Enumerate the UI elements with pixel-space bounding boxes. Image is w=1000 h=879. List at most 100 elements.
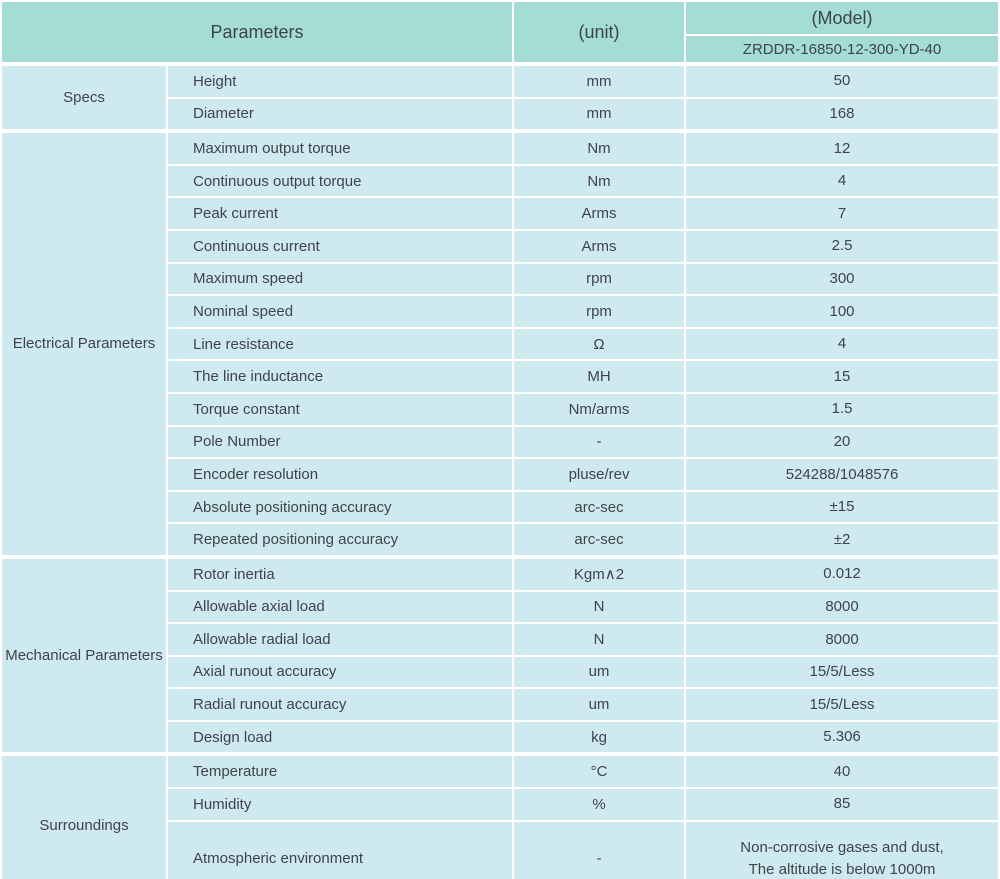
table-row: Radial runout accuracy um 15/5/Less: [2, 689, 999, 720]
param-value: 50: [686, 64, 999, 97]
param-value: 524288/1048576: [686, 459, 999, 490]
param-unit: mm: [514, 64, 685, 97]
param-value: 8000: [686, 591, 999, 623]
table-row: Atmospheric environment - Non-corrosive …: [2, 821, 999, 879]
header-parameters: Parameters: [2, 2, 513, 62]
param-value: 100: [686, 296, 999, 327]
table-row: Design load kg 5.306: [2, 721, 999, 753]
param-value: 15: [686, 361, 999, 392]
param-unit: mm: [514, 98, 685, 130]
param-name: Nominal speed: [168, 296, 513, 327]
param-value: 12: [686, 131, 999, 164]
header-unit: (unit): [514, 2, 685, 62]
param-value: 7: [686, 198, 999, 229]
table-row: Surroundings Temperature °C 40: [2, 754, 999, 879]
param-name: Diameter: [168, 98, 513, 130]
param-name: Atmospheric environment: [168, 821, 513, 879]
param-name: The line inductance: [168, 361, 513, 392]
table-row: Nominal speed rpm 100: [2, 296, 999, 327]
table-header: Parameters (unit) (Model) ZRDDR-16850-12…: [2, 2, 999, 62]
param-value: ±15: [686, 491, 999, 523]
param-value: 168: [686, 98, 999, 130]
table-row: Allowable axial load N 8000: [2, 591, 999, 623]
param-value: 15/5/Less: [686, 689, 999, 720]
param-unit: °C: [514, 754, 685, 788]
param-value: 20: [686, 426, 999, 458]
param-name: Height: [168, 64, 513, 97]
param-unit: rpm: [514, 263, 685, 295]
table-row: Axial runout accuracy um 15/5/Less: [2, 656, 999, 688]
param-name: Maximum output torque: [168, 131, 513, 164]
param-unit: pluse/rev: [514, 459, 685, 490]
param-name: Humidity: [168, 789, 513, 820]
param-unit: Nm: [514, 131, 685, 164]
param-name: Design load: [168, 721, 513, 753]
param-unit: um: [514, 656, 685, 688]
param-value: 40: [686, 754, 999, 788]
table-row: Continuous output torque Nm 4: [2, 165, 999, 197]
table-row: Encoder resolution pluse/rev 524288/1048…: [2, 459, 999, 490]
param-unit: Arms: [514, 198, 685, 229]
section-label-electrical: Electrical Parameters: [2, 131, 166, 555]
table-row: Line resistance Ω 4: [2, 328, 999, 360]
table-row: The line inductance MH 15: [2, 361, 999, 392]
table-row: Repeated positioning accuracy arc-sec ±2: [2, 524, 999, 555]
param-unit: Arms: [514, 230, 685, 262]
header-model-label: (Model): [686, 2, 999, 34]
param-unit: -: [514, 821, 685, 879]
table-row: Torque constant Nm/arms 1.5: [2, 393, 999, 425]
param-value: 4: [686, 165, 999, 197]
param-value: 8000: [686, 624, 999, 655]
param-name: Torque constant: [168, 393, 513, 425]
param-unit: kg: [514, 721, 685, 753]
table-row: Peak current Arms 7: [2, 198, 999, 229]
table-row: Diameter mm 168: [2, 98, 999, 130]
section-label-specs: Specs: [2, 64, 166, 130]
param-value: 300: [686, 263, 999, 295]
param-name: Allowable axial load: [168, 591, 513, 623]
param-unit: MH: [514, 361, 685, 392]
param-name: Continuous output torque: [168, 165, 513, 197]
param-unit: N: [514, 624, 685, 655]
table-row: Continuous current Arms 2.5: [2, 230, 999, 262]
header-model-value: ZRDDR-16850-12-300-YD-40: [686, 36, 999, 62]
param-name: Absolute positioning accuracy: [168, 491, 513, 523]
param-unit: Nm/arms: [514, 393, 685, 425]
param-name: Peak current: [168, 198, 513, 229]
param-unit: Ω: [514, 328, 685, 360]
param-unit: %: [514, 789, 685, 820]
param-unit: Kgm∧2: [514, 556, 685, 590]
param-value: 15/5/Less: [686, 656, 999, 688]
param-name: Temperature: [168, 754, 513, 788]
table-row: Maximum speed rpm 300: [2, 263, 999, 295]
param-name: Encoder resolution: [168, 459, 513, 490]
table-row: Allowable radial load N 8000: [2, 624, 999, 655]
param-unit: arc-sec: [514, 524, 685, 555]
table-row: Electrical Parameters Maximum output tor…: [2, 131, 999, 555]
table-row: Mechanical Parameters Rotor inertia Kgm∧…: [2, 556, 999, 753]
table-row: Specs Height mm 50: [2, 64, 999, 130]
param-value: Non-corrosive gases and dust, The altitu…: [686, 821, 999, 879]
param-value: 0.012: [686, 556, 999, 590]
param-value: 4: [686, 328, 999, 360]
param-unit: -: [514, 426, 685, 458]
param-unit: rpm: [514, 296, 685, 327]
param-name: Allowable radial load: [168, 624, 513, 655]
param-value: 5.306: [686, 721, 999, 753]
param-value: ±2: [686, 524, 999, 555]
param-name: Axial runout accuracy: [168, 656, 513, 688]
param-unit: um: [514, 689, 685, 720]
param-unit: N: [514, 591, 685, 623]
param-name: Radial runout accuracy: [168, 689, 513, 720]
param-name: Pole Number: [168, 426, 513, 458]
param-name: Continuous current: [168, 230, 513, 262]
table-row: Absolute positioning accuracy arc-sec ±1…: [2, 491, 999, 523]
section-label-mechanical: Mechanical Parameters: [2, 556, 166, 753]
header-row-top: Parameters (unit) (Model): [2, 2, 999, 62]
param-value: 1.5: [686, 393, 999, 425]
param-unit: arc-sec: [514, 491, 685, 523]
param-name: Line resistance: [168, 328, 513, 360]
param-name: Repeated positioning accuracy: [168, 524, 513, 555]
table-row: Humidity % 85: [2, 789, 999, 820]
